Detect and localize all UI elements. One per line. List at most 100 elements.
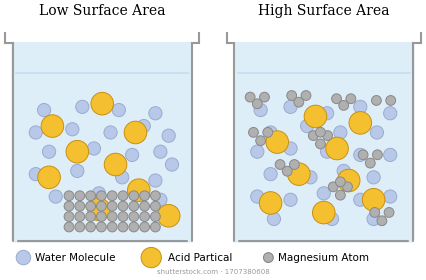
Circle shape (304, 171, 317, 184)
Circle shape (328, 182, 338, 192)
Circle shape (363, 188, 385, 211)
FancyBboxPatch shape (12, 42, 193, 243)
Circle shape (323, 131, 333, 141)
Circle shape (332, 94, 342, 104)
Circle shape (162, 129, 176, 142)
Circle shape (384, 207, 394, 217)
Circle shape (92, 187, 106, 200)
Circle shape (366, 158, 375, 168)
Circle shape (29, 167, 43, 181)
Circle shape (118, 212, 128, 221)
Circle shape (43, 145, 56, 158)
Circle shape (129, 201, 139, 211)
Circle shape (254, 103, 267, 117)
Circle shape (150, 212, 160, 221)
Circle shape (118, 222, 128, 232)
Circle shape (320, 145, 334, 158)
Circle shape (86, 222, 95, 232)
Circle shape (86, 201, 95, 211)
Circle shape (377, 216, 387, 226)
Circle shape (75, 222, 85, 232)
Circle shape (386, 95, 396, 105)
Circle shape (339, 101, 348, 110)
Circle shape (150, 222, 160, 232)
Circle shape (129, 222, 139, 232)
Circle shape (256, 136, 265, 146)
Circle shape (140, 222, 150, 232)
Circle shape (290, 160, 299, 169)
Circle shape (75, 212, 85, 221)
Circle shape (64, 222, 74, 232)
Circle shape (75, 191, 85, 201)
Circle shape (37, 103, 51, 117)
Circle shape (266, 131, 288, 153)
Circle shape (320, 107, 334, 120)
Circle shape (383, 190, 397, 203)
Circle shape (124, 121, 147, 144)
Circle shape (349, 112, 371, 134)
Circle shape (97, 201, 106, 211)
Circle shape (284, 193, 297, 206)
Text: shutterstock.com · 1707380608: shutterstock.com · 1707380608 (157, 269, 269, 276)
Circle shape (140, 191, 150, 201)
Circle shape (88, 198, 110, 221)
Circle shape (372, 150, 383, 160)
Circle shape (304, 105, 327, 128)
Circle shape (91, 92, 114, 115)
Circle shape (354, 148, 367, 162)
Circle shape (64, 191, 74, 201)
Circle shape (64, 201, 74, 211)
Circle shape (118, 201, 128, 211)
Circle shape (367, 212, 380, 226)
Circle shape (250, 145, 264, 158)
Circle shape (288, 163, 310, 185)
Circle shape (107, 222, 117, 232)
Circle shape (259, 92, 269, 102)
Circle shape (367, 171, 380, 184)
Circle shape (337, 164, 350, 178)
Circle shape (284, 142, 297, 155)
Circle shape (317, 187, 331, 200)
Circle shape (149, 107, 162, 120)
Circle shape (154, 145, 167, 158)
Circle shape (245, 92, 255, 102)
Circle shape (29, 126, 43, 139)
Circle shape (264, 126, 277, 139)
Circle shape (316, 139, 325, 149)
Circle shape (249, 127, 258, 137)
Circle shape (97, 191, 106, 201)
Circle shape (370, 207, 380, 217)
Circle shape (41, 115, 64, 137)
Text: Magnesium Atom: Magnesium Atom (278, 253, 369, 263)
Circle shape (87, 142, 101, 155)
Circle shape (107, 212, 117, 221)
Circle shape (354, 193, 367, 206)
Circle shape (154, 193, 167, 206)
Circle shape (275, 160, 285, 169)
Circle shape (150, 191, 160, 201)
Circle shape (157, 204, 180, 227)
Circle shape (64, 212, 74, 221)
Circle shape (336, 190, 345, 200)
Circle shape (268, 212, 281, 226)
Circle shape (263, 127, 273, 137)
Text: Water Molecule: Water Molecule (35, 253, 115, 263)
Circle shape (97, 212, 106, 221)
Circle shape (264, 167, 277, 181)
Circle shape (118, 191, 128, 201)
Circle shape (370, 126, 383, 139)
Circle shape (76, 100, 89, 113)
Circle shape (284, 100, 297, 113)
Circle shape (287, 91, 296, 101)
Circle shape (126, 148, 139, 162)
Circle shape (326, 137, 348, 160)
Circle shape (316, 127, 325, 137)
Circle shape (71, 164, 84, 178)
Circle shape (38, 166, 60, 189)
Text: High Surface Area: High Surface Area (258, 4, 389, 18)
Circle shape (127, 179, 150, 201)
Circle shape (313, 201, 335, 224)
Circle shape (75, 201, 85, 211)
Circle shape (371, 95, 381, 105)
Circle shape (140, 201, 150, 211)
